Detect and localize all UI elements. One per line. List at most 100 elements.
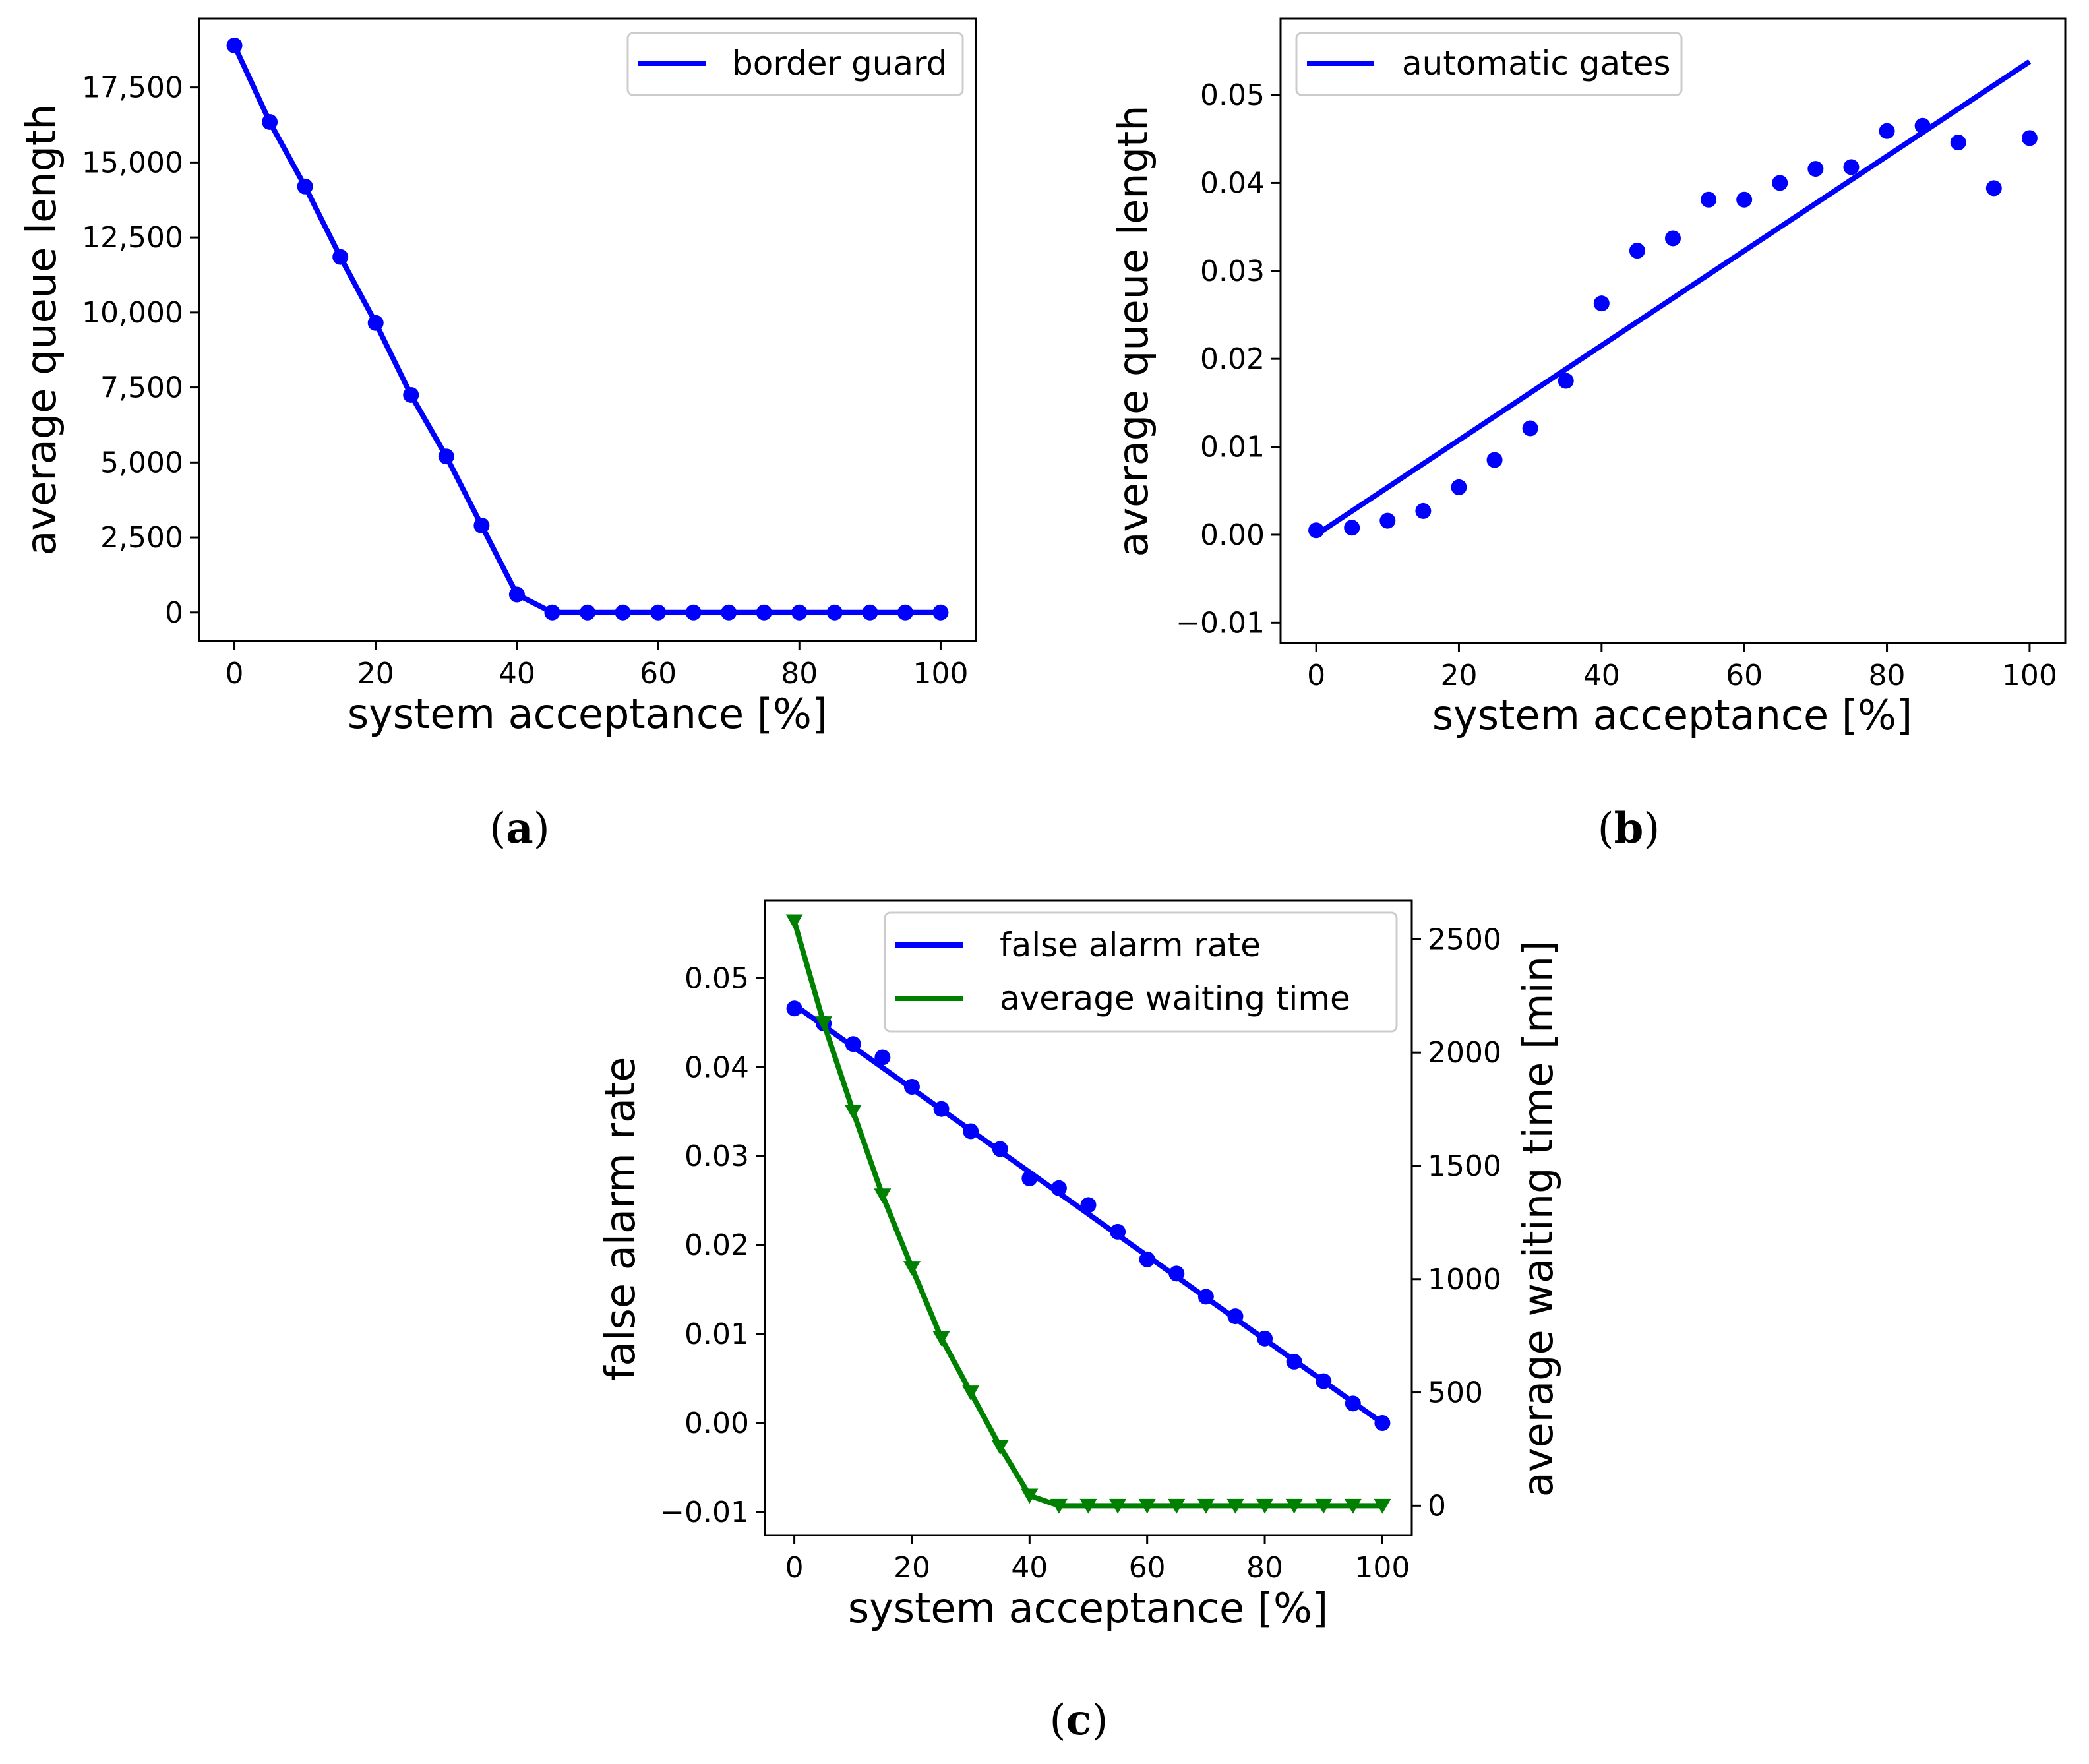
- panel-a-border-guard-point: [297, 178, 313, 195]
- panel-c-x-tick-label: 60: [1129, 1551, 1166, 1585]
- panel-c-caption: (c): [1050, 1695, 1108, 1745]
- panel-a-border-guard-point: [508, 586, 525, 603]
- panel-b-automatic-gates-point: [1558, 373, 1574, 389]
- panel-c-false-alarm-rate-point: [1110, 1223, 1126, 1240]
- panel-a-y-tick-label: 17,500: [82, 71, 183, 105]
- panel-c-false-alarm-rate-point: [845, 1036, 861, 1052]
- panel-c-false-alarm-rate-point: [1168, 1265, 1185, 1282]
- panel-c-marks: [785, 914, 1391, 1514]
- panel-c-false-alarm-rate-point: [1021, 1170, 1038, 1186]
- panel-a-y-axis-label: average queue length: [17, 104, 65, 555]
- panel-c-false-alarm-rate-point: [1197, 1289, 1214, 1305]
- panel-c-x-tick-label: 20: [893, 1551, 930, 1585]
- panel-a-x-axis-label: system acceptance [%]: [348, 690, 828, 738]
- panel-b-automatic-gates-point: [1593, 295, 1610, 312]
- panel-c-average-waiting-time-point: [1226, 1498, 1244, 1514]
- panel-a-border-guard-point: [438, 448, 454, 465]
- panel-c: 0 20 40 60 80 100 −0.01 0.00 0.01 0.02 0.03 0.04 0.…: [596, 899, 1562, 1745]
- panel-c-y-tick-label: 0.01: [684, 1318, 749, 1351]
- panel-c-false-alarm-rate-point: [1139, 1251, 1155, 1267]
- panel-a-legend[interactable]: border guard: [626, 32, 964, 96]
- panel-c-average-waiting-time-point: [815, 1016, 833, 1031]
- panel-c-average-waiting-time-point: [1050, 1498, 1068, 1514]
- panel-c-y2-tick-label: 1500: [1428, 1149, 1501, 1183]
- panel-b-automatic-gates-point: [1415, 502, 1432, 519]
- panel-b: 0 20 40 60 80 100 −0.01 0.00 0.01 0.02 0.03 0.04 0.…: [1109, 17, 2067, 853]
- panel-b-automatic-gates-point: [1308, 522, 1325, 539]
- panel-a-border-guard-point: [332, 249, 349, 265]
- panel-a-x-tick-label: 20: [357, 657, 394, 690]
- panel-a-x-tick-label: 80: [781, 657, 818, 690]
- panel-a-border-guard-point: [826, 604, 843, 621]
- panel-c-false-alarm-rate-point: [1345, 1395, 1361, 1412]
- panel-b-x-tick-label: 100: [2002, 659, 2057, 692]
- panel-c-average-waiting-time-point: [1256, 1498, 1274, 1514]
- panel-c-false-alarm-rate-point: [1286, 1353, 1302, 1370]
- panel-a-border-guard-point: [262, 113, 278, 130]
- panel-c-y-tick-label: 0.03: [684, 1140, 749, 1173]
- panel-c-false-alarm-rate-point: [1316, 1373, 1332, 1389]
- panel-c-x-tick-label: 80: [1246, 1551, 1283, 1585]
- panel-a-x-tick-label: 40: [499, 657, 535, 690]
- panel-b-automatic-gates-point: [1843, 159, 1860, 175]
- panel-c-false-alarm-rate-point: [1050, 1180, 1067, 1196]
- panel-a-border-guard-point: [897, 604, 913, 621]
- panel-c-y-tick-label: −0.01: [660, 1496, 749, 1529]
- panel-b-automatic-gates-point: [1701, 191, 1717, 208]
- panel-c-false-alarm-rate-point: [992, 1141, 1008, 1157]
- panel-b-y-tick-label: 0.02: [1200, 342, 1265, 376]
- panel-c-false-alarm-rate-point: [1080, 1197, 1097, 1213]
- panel-c-y2-tick-label: 2000: [1428, 1036, 1501, 1070]
- panel-c-average-waiting-time-point: [874, 1188, 892, 1203]
- panel-b-y-tick-label: 0.00: [1200, 518, 1265, 552]
- panel-c-average-waiting-time-point: [1079, 1498, 1097, 1514]
- panel-c-legend[interactable]: false alarm rate average waiting time: [884, 911, 1398, 1033]
- panel-c-legend-label-waiting-time: average waiting time: [1000, 979, 1350, 1018]
- panel-b-caption: (b): [1598, 804, 1660, 853]
- panel-a-y-ticks: 0 2,500 5,000 7,500 10,000 12,500 15,000 17,500: [82, 71, 199, 630]
- panel-a-y-tick-label: 7,500: [100, 371, 183, 405]
- panel-c-false-alarm-rate-point: [963, 1123, 979, 1140]
- panel-a-caption: (a): [489, 804, 549, 853]
- panel-a-border-guard-point: [685, 604, 702, 621]
- panel-c-average-waiting-time-point: [844, 1105, 862, 1120]
- panel-c-x-tick-label: 100: [1354, 1551, 1410, 1585]
- panel-b-frame: [1279, 17, 2067, 644]
- panel-a-border-guard-point: [403, 386, 419, 403]
- panel-a-y-tick-label: 15,000: [82, 146, 183, 179]
- panel-c-average-waiting-time-point: [1315, 1498, 1333, 1514]
- panel-c-false-alarm-rate-point: [1257, 1330, 1273, 1347]
- panel-b-x-tick-label: 40: [1583, 659, 1620, 692]
- panel-b-automatic-gates-point: [1985, 180, 2002, 197]
- panel-b-automatic-gates-point: [1379, 512, 1396, 529]
- panel-b-automatic-gates-point: [1914, 117, 1931, 134]
- panel-c-x-ticks: 0 20 40 60 80 100: [785, 1535, 1410, 1585]
- panel-b-y-tick-label: −0.01: [1176, 606, 1265, 640]
- panel-b-automatic-gates-point: [1772, 175, 1788, 191]
- panel-b-legend-box: [1295, 32, 1683, 96]
- panel-b-marks: [1308, 59, 2038, 539]
- panel-a-y-tick-label: 2,500: [100, 521, 183, 555]
- panel-c-average-waiting-time-point: [991, 1440, 1009, 1455]
- panel-c-average-waiting-time-point: [962, 1385, 980, 1401]
- panel-c-false-alarm-rate-point: [874, 1049, 891, 1066]
- panel-a-border-guard-point: [473, 517, 490, 533]
- panel-b-automatic-gates-point: [1879, 123, 1895, 139]
- panel-c-y-tick-label: 0.02: [684, 1229, 749, 1262]
- panel-a-x-tick-label: 0: [226, 657, 244, 690]
- panel-a-marks: [226, 37, 949, 621]
- panel-a-border-guard-point: [791, 604, 808, 621]
- panel-a-x-ticks: 0 20 40 60 80 100: [226, 641, 968, 690]
- panel-b-x-tick-label: 0: [1307, 659, 1325, 692]
- panel-c-y2-tick-label: 2500: [1428, 923, 1501, 956]
- panel-c-average-waiting-time-point: [1138, 1498, 1156, 1514]
- panel-b-y-ticks: −0.01 0.00 0.01 0.02 0.03 0.04 0.05: [1176, 78, 1281, 640]
- panel-b-legend[interactable]: automatic gates: [1295, 32, 1683, 96]
- panel-a-border-guard-point: [367, 315, 384, 331]
- panel-c-average-waiting-time-point: [785, 914, 803, 930]
- panel-a-x-tick-label: 100: [913, 657, 968, 690]
- panel-b-automatic-gates-point: [1665, 230, 1681, 247]
- panel-c-false-alarm-rate-point: [1227, 1308, 1244, 1325]
- panel-c-legend-label-false-alarm: false alarm rate: [1000, 926, 1261, 964]
